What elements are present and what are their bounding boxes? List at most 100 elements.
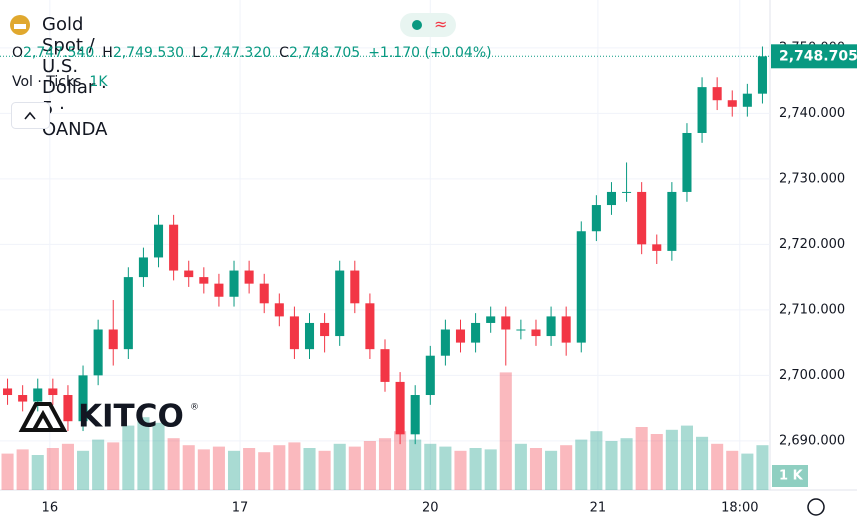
volume-bar: [680, 425, 693, 490]
last-price-label: 2,748.705: [779, 48, 857, 64]
status-chips[interactable]: ≈: [400, 13, 460, 37]
volume-bar: [575, 439, 588, 490]
volume-bar: [318, 450, 331, 490]
volume-bar: [92, 439, 105, 490]
volume-bar: [696, 436, 709, 490]
volume-bar: [212, 446, 225, 490]
volume-bar: [61, 443, 74, 490]
volume-value: 1K: [89, 74, 108, 90]
volume-label: Vol · Ticks: [12, 74, 82, 90]
volume-bar: [137, 417, 150, 490]
x-tick-label: 16: [42, 501, 59, 516]
candle-body: [154, 224, 164, 258]
candle-body: [561, 316, 571, 343]
volume-bar: [756, 445, 769, 490]
volume-bar: [273, 445, 286, 490]
collapse-button[interactable]: [11, 102, 51, 130]
volume-bar: [348, 446, 361, 490]
volume-bar: [182, 445, 195, 490]
volume-bar: [484, 449, 497, 490]
volume-bar: [439, 446, 452, 490]
candle-body: [742, 93, 752, 107]
ohlc-key: O: [12, 45, 24, 61]
volume-bar: [741, 453, 754, 490]
candle-body: [169, 224, 179, 271]
candle-body: [350, 270, 360, 304]
candle-body: [304, 322, 315, 350]
volume-bar: [16, 449, 29, 490]
volume-bar: [46, 448, 59, 490]
candle-body: [33, 388, 43, 402]
candle-body: [259, 283, 269, 304]
symbol-icon: [10, 15, 30, 35]
candle-body: [606, 191, 616, 206]
candle-body: [516, 329, 526, 331]
candle-body: [440, 329, 450, 356]
x-tick-label: 21: [590, 501, 607, 516]
ohlc-key: L: [192, 45, 200, 61]
candle-body: [576, 231, 586, 343]
candle-body: [78, 375, 88, 422]
volume-bar: [31, 455, 44, 490]
volume-legend: Vol · Ticks 1K: [12, 74, 108, 90]
x-tick-label: 20: [422, 501, 439, 516]
volume-bar: [605, 441, 618, 490]
x-tick-label: 18:00: [721, 501, 758, 516]
ohlc-key: C: [279, 45, 289, 61]
candle-body: [184, 270, 194, 278]
candle-body: [199, 277, 209, 284]
volume-tick-label: 1 K: [779, 469, 804, 484]
y-tick-label: 2,710.000: [779, 302, 845, 317]
candle-body: [425, 355, 435, 396]
volume-bar: [650, 434, 663, 490]
candle-body: [3, 388, 13, 396]
logo-mark: ®: [190, 403, 199, 413]
candle-body: [18, 395, 28, 402]
candle-body: [637, 191, 647, 245]
candle-body: [138, 257, 148, 278]
y-tick-label: 2,740.000: [779, 106, 845, 121]
candle-body: [395, 381, 405, 435]
volume-bar: [424, 443, 437, 490]
volume-bar: [545, 450, 558, 490]
kitco-logo: KITCO ®: [18, 399, 199, 435]
volume-bar: [590, 431, 603, 490]
candle-body: [365, 303, 375, 350]
candle-body: [320, 322, 330, 337]
volume-bar: [227, 450, 241, 490]
volume-bar: [635, 427, 648, 490]
volume-bar: [514, 443, 527, 490]
volume-bar: [303, 448, 316, 490]
price-change: +1.170 (+0.04%): [368, 45, 492, 61]
x-tick-label: 17: [232, 501, 249, 516]
candle-body: [289, 316, 299, 350]
candle-body: [48, 388, 58, 396]
last-price-badge: [771, 44, 857, 69]
ohlc-value: 2,747.320: [199, 45, 272, 61]
volume-bar: [152, 422, 165, 490]
candle-body: [727, 100, 737, 107]
candle-body: [486, 316, 496, 323]
volume-bar: [499, 372, 512, 490]
candle-body: [501, 316, 511, 330]
volume-bar: [288, 442, 301, 490]
volume-bar: [394, 431, 407, 490]
volume-bar: [469, 448, 482, 490]
candle-body: [108, 329, 118, 350]
candle-body: [531, 329, 541, 337]
volume-bar: [258, 452, 271, 490]
volume-bar: [665, 429, 678, 490]
y-tick-label: 2,690.000: [779, 433, 845, 448]
ohlc-value: 2,748.705: [288, 45, 361, 61]
candle-body: [229, 270, 239, 297]
ohlc-value: 2,749.530: [112, 45, 185, 61]
candle-body: [244, 270, 254, 284]
candle-body: [123, 277, 133, 350]
volume-tick-badge: [772, 465, 808, 487]
volume-bar: [378, 438, 392, 490]
y-tick-label: 2,730.000: [779, 171, 845, 186]
settings-icon[interactable]: [807, 498, 825, 516]
candle-body: [455, 329, 466, 343]
logo-text: KITCO: [78, 399, 184, 435]
ohlc-values: O2,747.540 H2,749.530 L2,747.320 C2,748.705…: [12, 45, 500, 61]
